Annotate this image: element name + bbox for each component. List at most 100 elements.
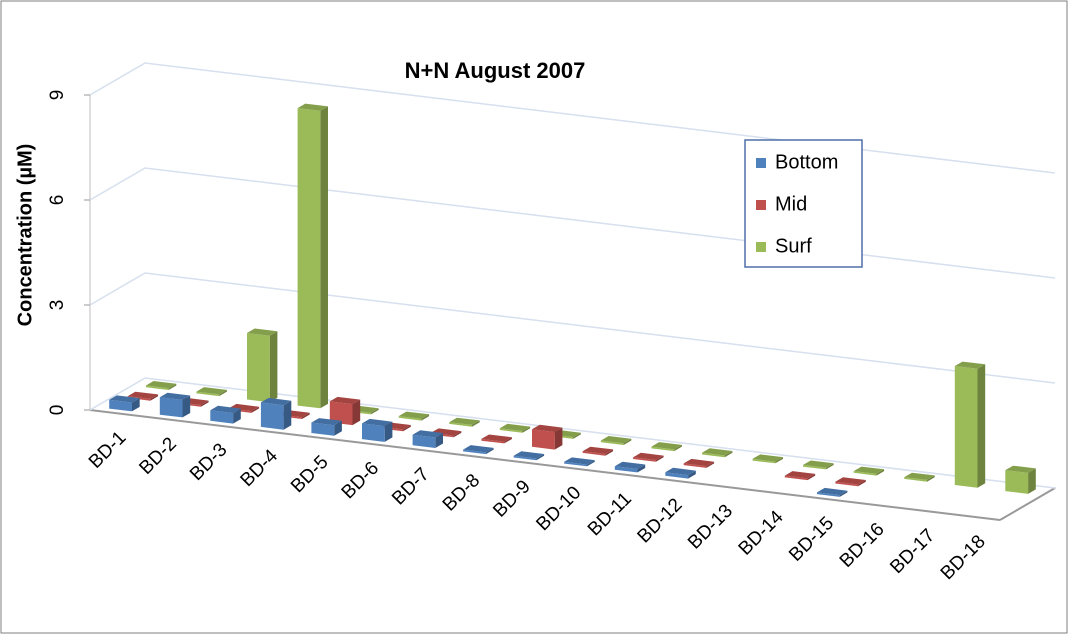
bar-side bbox=[688, 470, 696, 479]
right-edge bbox=[999, 487, 1056, 521]
bar-side bbox=[655, 455, 664, 462]
bar-side bbox=[302, 412, 310, 419]
bar-side bbox=[352, 399, 361, 426]
bar-side bbox=[384, 421, 393, 442]
bar-top bbox=[1005, 465, 1036, 473]
bar-side bbox=[807, 473, 816, 481]
bar-side bbox=[724, 451, 733, 458]
grid-line bbox=[89, 272, 1056, 384]
bar-top bbox=[513, 451, 545, 459]
bar-top bbox=[633, 452, 664, 460]
bar-top bbox=[499, 423, 531, 431]
bar bbox=[109, 395, 140, 412]
bar bbox=[582, 446, 613, 456]
bar-front bbox=[463, 449, 486, 455]
bar-side bbox=[522, 426, 531, 433]
bar-front bbox=[564, 461, 587, 467]
bar-top bbox=[564, 457, 595, 465]
bar bbox=[362, 418, 393, 442]
bar-front bbox=[853, 471, 877, 476]
bar-side bbox=[132, 398, 140, 412]
bar bbox=[702, 448, 733, 458]
bar-top bbox=[614, 461, 646, 469]
legend-swatch bbox=[756, 242, 766, 252]
legend: Bottom Mid Surf bbox=[744, 139, 863, 268]
bar bbox=[159, 392, 191, 418]
y-tick-label: 9 bbox=[47, 90, 68, 101]
bar-top bbox=[145, 381, 177, 389]
bar-front bbox=[817, 492, 840, 497]
bar bbox=[614, 461, 646, 473]
bar-side bbox=[219, 389, 227, 397]
bar-top bbox=[954, 361, 986, 369]
bar bbox=[532, 424, 563, 450]
y-tick-label: 3 bbox=[47, 300, 68, 311]
bar-front bbox=[311, 422, 335, 436]
bar bbox=[817, 487, 848, 497]
bar-top bbox=[803, 460, 834, 468]
bar-side bbox=[927, 475, 935, 482]
bar-top bbox=[109, 395, 140, 403]
y-axis-label: Concentration (µM) bbox=[14, 144, 36, 327]
bar-top bbox=[196, 387, 227, 395]
bar-front bbox=[499, 428, 523, 433]
bar bbox=[954, 361, 986, 488]
bar-front bbox=[196, 391, 220, 397]
bar bbox=[398, 411, 430, 421]
bar-side bbox=[573, 432, 581, 439]
bar-top bbox=[853, 466, 885, 474]
bar-top bbox=[449, 417, 480, 425]
bar bbox=[513, 451, 545, 461]
bar bbox=[803, 460, 834, 470]
bar-top bbox=[835, 477, 866, 485]
bar-front bbox=[109, 399, 132, 412]
bar bbox=[449, 417, 480, 427]
bar-top bbox=[683, 458, 715, 467]
bar-front bbox=[362, 423, 385, 442]
bar-side bbox=[269, 331, 278, 403]
bar bbox=[752, 454, 783, 464]
bar-top bbox=[702, 448, 733, 456]
bars bbox=[109, 103, 1036, 497]
bar bbox=[835, 477, 866, 487]
bar-side bbox=[977, 364, 986, 488]
bar-side bbox=[858, 480, 866, 487]
bar-top bbox=[651, 442, 682, 450]
bar bbox=[196, 387, 227, 397]
bar bbox=[210, 405, 241, 424]
bar-side bbox=[536, 454, 545, 461]
y-tick-label: 0 bbox=[47, 405, 68, 416]
bar-front bbox=[481, 438, 505, 444]
bar-side bbox=[334, 420, 342, 436]
bar-top bbox=[329, 396, 361, 405]
bar-front bbox=[614, 466, 638, 473]
bar-front bbox=[329, 401, 353, 426]
bar bbox=[853, 466, 885, 476]
bar bbox=[784, 471, 816, 481]
bar-top bbox=[210, 405, 241, 414]
bar-top bbox=[752, 454, 783, 462]
bar-front bbox=[803, 464, 826, 470]
bar-front bbox=[752, 458, 776, 464]
bar-front bbox=[600, 440, 624, 445]
bar-top bbox=[247, 328, 278, 336]
bar-front bbox=[145, 385, 169, 390]
chart-title: N+N August 2007 bbox=[405, 58, 586, 83]
bar bbox=[499, 423, 531, 433]
bar-side bbox=[168, 383, 177, 390]
bar bbox=[564, 457, 595, 467]
bar-side bbox=[623, 438, 632, 445]
bar-front bbox=[582, 451, 606, 456]
bar-front bbox=[904, 477, 927, 482]
bar-side bbox=[233, 408, 241, 424]
bar-side bbox=[674, 444, 682, 452]
bar bbox=[651, 442, 682, 452]
bar-side bbox=[637, 464, 646, 473]
bar-front bbox=[412, 434, 436, 448]
bar-side bbox=[554, 427, 563, 450]
bar-top bbox=[311, 418, 342, 426]
bar-side bbox=[403, 425, 411, 432]
bar-top bbox=[784, 471, 816, 479]
